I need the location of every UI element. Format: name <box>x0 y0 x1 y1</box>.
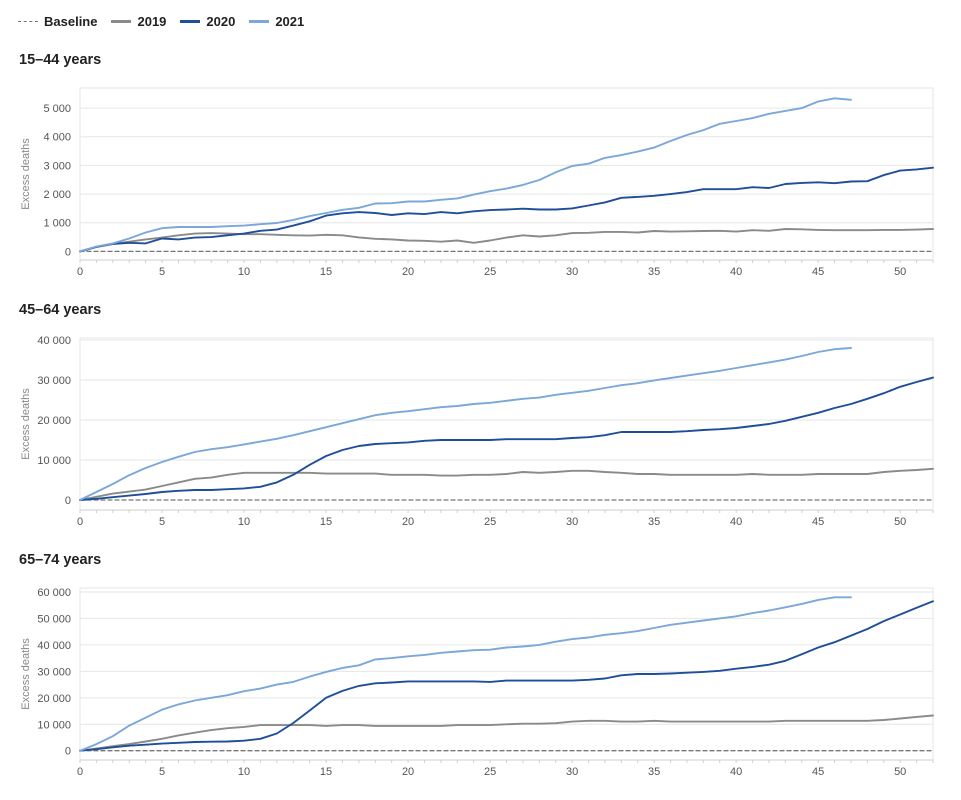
x-tick-label: 10 <box>238 766 250 778</box>
y-tick-label: 10 000 <box>37 719 71 731</box>
legend-item-2021: 2021 <box>249 14 304 29</box>
y-tick-label: 2 000 <box>43 189 71 201</box>
series-line-2020 <box>79 600 934 752</box>
x-tick-label: 30 <box>566 266 578 278</box>
chart-15-44: 0 1 000 2 000 3 000 4 000 5 000 0 5 10 15 20 25 30 35… <box>20 87 934 278</box>
y-tick-label: 20 000 <box>37 693 71 705</box>
x-tick-label: 35 <box>648 766 660 778</box>
panel-45-64: 45–64 years 0 10 000 20 000 30 000 40 000 0 5 1… <box>0 298 961 530</box>
legend-swatch <box>18 21 38 22</box>
y-tick-label: 20 000 <box>37 415 71 427</box>
y-tick-label: 50 000 <box>37 613 71 625</box>
x-tick-label: 30 <box>566 516 578 528</box>
x-tick-label: 50 <box>894 766 906 778</box>
x-tick-label: 35 <box>648 516 660 528</box>
y-tick-label: 5 000 <box>43 103 71 115</box>
series-line-2020 <box>79 376 934 501</box>
panel-15-44: 15–44 years 0 1 000 2 000 3 000 4 000 5 000 0 5… <box>0 48 961 280</box>
series-line-2020 <box>79 166 934 253</box>
x-tick-label: 15 <box>320 766 332 778</box>
y-axis-label: Excess deaths <box>20 388 32 460</box>
x-tick-label: 20 <box>402 516 414 528</box>
y-tick-label: 40 000 <box>37 335 71 347</box>
x-tick-label: 25 <box>484 516 496 528</box>
x-tick-label: 45 <box>812 766 824 778</box>
panel-title: 65–74 years <box>19 552 102 568</box>
series-line-2019 <box>79 228 934 253</box>
legend-item-baseline: Baseline <box>18 14 97 29</box>
y-tick-label: 4 000 <box>43 132 71 144</box>
series-line-2021 <box>79 347 852 501</box>
x-tick-label: 25 <box>484 766 496 778</box>
x-tick-label: 15 <box>320 266 332 278</box>
legend-item-2019: 2019 <box>111 14 166 29</box>
x-tick-label: 20 <box>402 266 414 278</box>
x-tick-label: 35 <box>648 266 660 278</box>
x-tick-label: 25 <box>484 266 496 278</box>
y-tick-label: 30 000 <box>37 375 71 387</box>
x-tick-label: 0 <box>77 266 83 278</box>
y-tick-label: 3 000 <box>43 160 71 172</box>
x-tick-label: 40 <box>730 766 742 778</box>
x-tick-label: 5 <box>159 516 165 528</box>
panel-title: 15–44 years <box>19 52 102 68</box>
series-line-2021 <box>79 97 852 253</box>
x-tick-label: 40 <box>730 516 742 528</box>
x-tick-label: 45 <box>812 266 824 278</box>
y-tick-label: 0 <box>65 246 71 258</box>
legend-label: 2020 <box>206 14 236 29</box>
legend-item-2020: 2020 <box>180 14 235 29</box>
x-tick-label: 30 <box>566 766 578 778</box>
x-tick-label: 40 <box>730 266 742 278</box>
y-tick-label: 10 000 <box>37 455 71 467</box>
y-tick-label: 1 000 <box>43 218 71 230</box>
panel-title: 45–64 years <box>19 302 102 318</box>
legend-label: 2021 <box>275 14 305 29</box>
x-tick-label: 50 <box>894 516 906 528</box>
y-tick-label: 30 000 <box>37 666 71 678</box>
legend-swatch <box>111 20 132 23</box>
legend-label: Baseline <box>44 14 98 29</box>
series-line-2021 <box>79 596 852 752</box>
legend-swatch <box>180 20 201 23</box>
chart-65-74: 0 10 000 20 000 30 000 40 000 50 000 60 000 0 5 1… <box>20 587 934 778</box>
y-tick-label: 0 <box>65 495 71 507</box>
y-tick-label: 40 000 <box>37 640 71 652</box>
x-tick-label: 50 <box>894 266 906 278</box>
legend-label: 2019 <box>137 14 167 29</box>
x-tick-label: 0 <box>77 766 83 778</box>
x-tick-label: 0 <box>77 516 83 528</box>
x-tick-label: 45 <box>812 516 824 528</box>
series-line-2019 <box>79 714 934 752</box>
y-tick-label: 60 000 <box>37 587 71 599</box>
x-tick-label: 10 <box>238 516 250 528</box>
y-axis-label: Excess deaths <box>20 138 32 210</box>
x-tick-label: 10 <box>238 266 250 278</box>
legend: Baseline 2019 2020 2021 <box>18 14 304 29</box>
x-tick-label: 5 <box>159 766 165 778</box>
legend-swatch <box>249 20 270 23</box>
y-tick-label: 0 <box>65 746 71 758</box>
x-tick-label: 5 <box>159 266 165 278</box>
y-axis-label: Excess deaths <box>20 638 32 710</box>
panel-65-74: 65–74 years 0 10 000 20 000 30 000 40 000 50 … <box>0 548 961 788</box>
x-tick-label: 15 <box>320 516 332 528</box>
chart-45-64: 0 10 000 20 000 30 000 40 000 0 5 10 15 20 25 30 35 4… <box>20 335 934 528</box>
x-tick-label: 20 <box>402 766 414 778</box>
series-line-2019 <box>79 467 934 501</box>
